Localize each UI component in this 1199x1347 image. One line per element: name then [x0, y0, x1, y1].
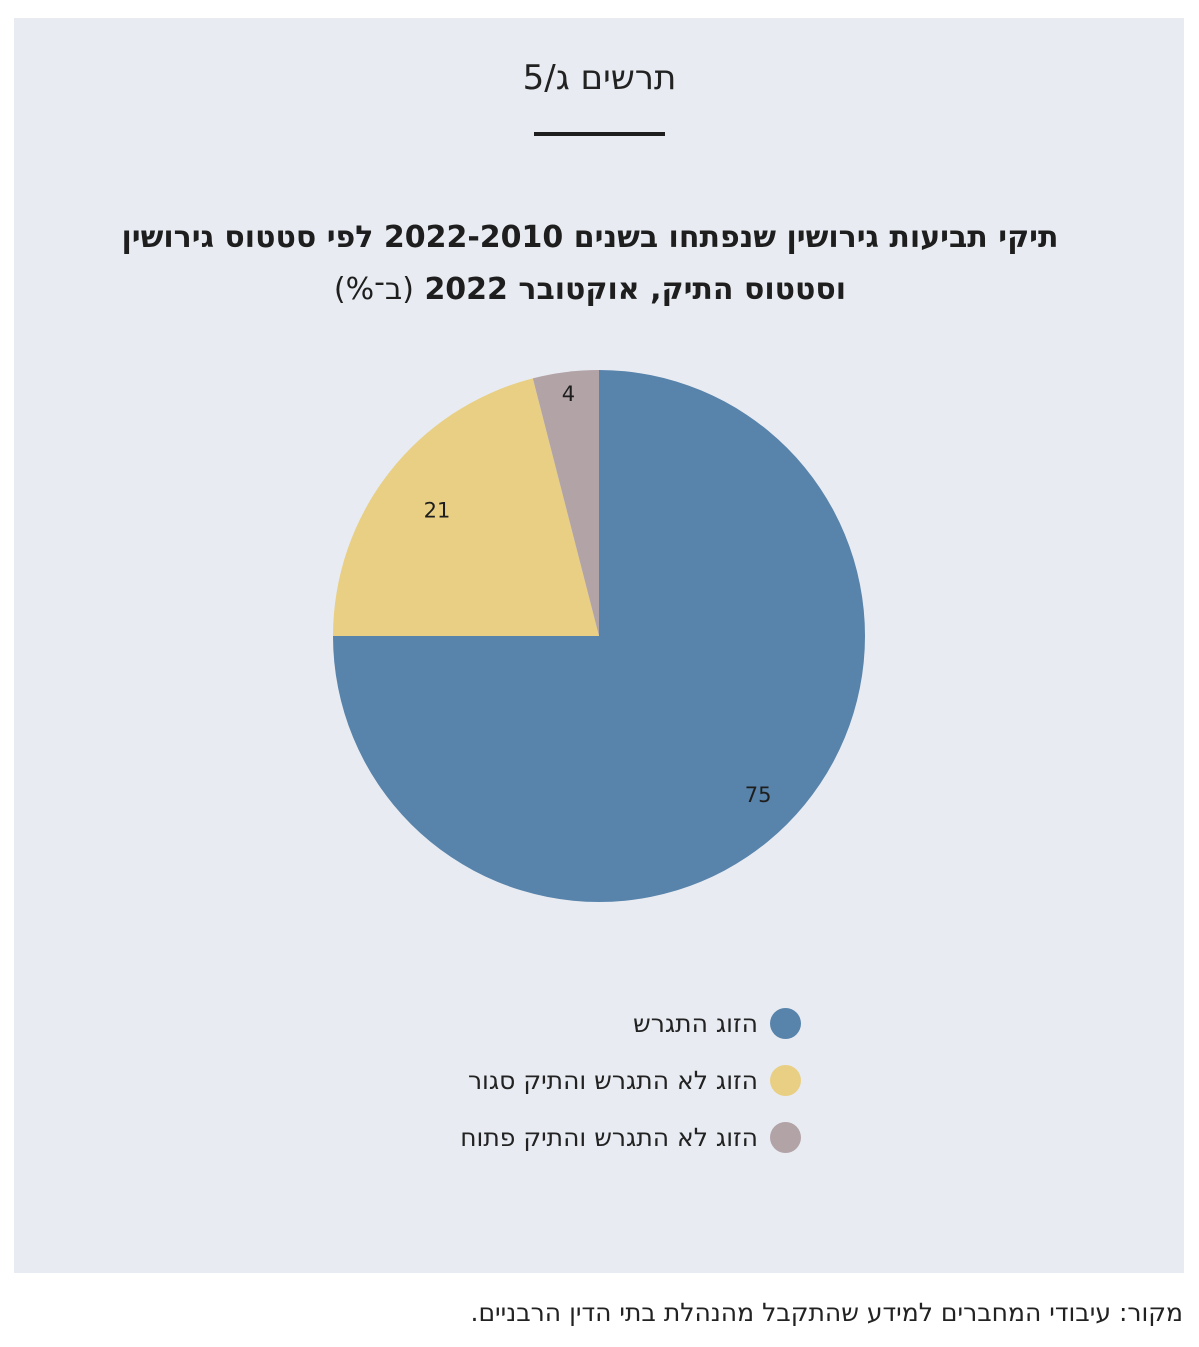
pie-data-label-2: 21	[424, 498, 451, 522]
chart-title-line-1: תיקי תביעות גירושין שנפתחו בשנים 2022-20…	[121, 220, 1059, 255]
figure-label: תרשים ג/5	[522, 58, 677, 98]
chart-title-line-2-text: וסטטוס התיק, אוקטובר 2022	[424, 272, 847, 307]
chart-title-line-2: וסטטוס התיק, אוקטובר 2022 (ב־%)	[40, 264, 1140, 316]
source-note: מקור: עיבודי המחברים למידע שהתקבל מהנהלת…	[470, 1298, 1184, 1327]
title-divider	[534, 132, 665, 136]
pie-slice-3	[532, 370, 599, 636]
legend-item-1: הזוג התגרש	[633, 1005, 801, 1041]
chart-title-unit: (ב־%)	[333, 272, 414, 307]
legend-item-2: הזוג לא התגרש והתיק סגור	[468, 1062, 801, 1098]
pie-slice-2	[333, 378, 599, 636]
legend-item-3: הזוג לא התגרש והתיק פתוח	[460, 1119, 801, 1155]
legend-label-3: הזוג לא התגרש והתיק פתוח	[460, 1122, 758, 1152]
pie-data-label-1: 75	[745, 783, 772, 807]
pie-data-label-3: 4	[562, 382, 575, 406]
legend-swatch-1	[770, 1007, 801, 1039]
legend-swatch-3	[770, 1121, 801, 1153]
legend-label-1: הזוג התגרש	[633, 1008, 758, 1038]
legend-swatch-2	[770, 1064, 801, 1096]
legend-label-2: הזוג לא התגרש והתיק סגור	[467, 1065, 758, 1095]
chart-title: תיקי תביעות גירושין שנפתחו בשנים 2022-20…	[40, 212, 1140, 316]
